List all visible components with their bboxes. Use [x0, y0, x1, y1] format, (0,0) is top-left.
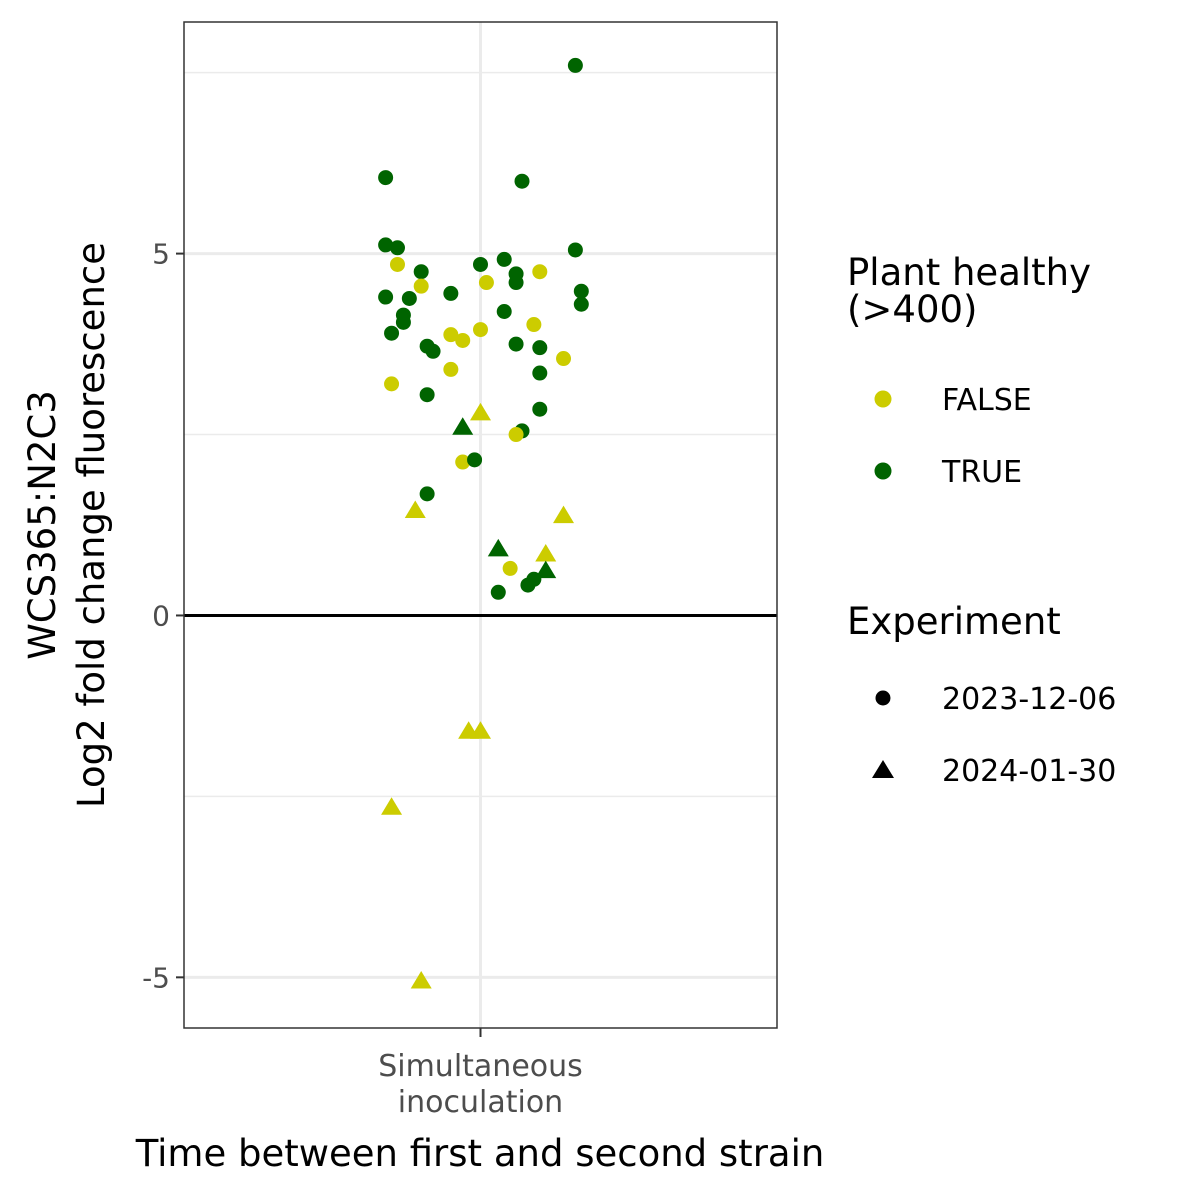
data-point-circle — [502, 560, 518, 576]
data-point-circle — [526, 317, 542, 333]
data-point-triangle — [535, 543, 557, 562]
data-point-circle — [413, 278, 429, 294]
data-point-triangle — [487, 538, 509, 557]
legend-label: FALSE — [942, 383, 1032, 418]
data-point-circle — [378, 237, 394, 253]
y-axis-title-line: WCS365:N2C3 — [21, 390, 64, 660]
data-point-circle — [425, 343, 441, 359]
data-point-circle — [520, 577, 536, 593]
legend-key-color — [874, 462, 892, 480]
data-point-circle — [378, 170, 394, 186]
legend-label: 2024-01-30 — [942, 754, 1116, 789]
legend-title-line: Plant healthy — [847, 251, 1091, 294]
data-points — [378, 57, 589, 989]
data-point-circle — [384, 325, 400, 341]
data-point-triangle — [381, 797, 403, 815]
data-point-circle — [389, 256, 405, 272]
data-point-circle — [473, 256, 488, 272]
data-point-circle — [473, 322, 488, 338]
data-point-circle — [573, 296, 589, 312]
y-tick-label: 5 — [152, 238, 170, 271]
data-point-circle — [532, 340, 548, 356]
data-point-triangle — [404, 500, 426, 519]
x-tick-label: Simultaneous — [378, 1049, 583, 1084]
data-point-circle — [567, 57, 583, 73]
gridlines — [184, 22, 777, 1028]
data-point-circle — [443, 327, 459, 343]
data-point-triangle — [410, 970, 432, 989]
legend-title-line: Experiment — [847, 600, 1061, 643]
data-point-circle — [389, 240, 405, 256]
x-tick-label: inoculation — [398, 1085, 563, 1120]
data-point-circle — [508, 427, 524, 443]
y-axis-title-line: Log2 fold change fluorescence — [70, 242, 113, 808]
legend-key-circle — [875, 690, 891, 706]
data-point-circle — [467, 452, 483, 468]
data-point-circle — [490, 584, 506, 600]
y-tick-label: 0 — [152, 599, 170, 632]
legend-label: TRUE — [941, 455, 1022, 490]
data-point-circle — [514, 173, 530, 189]
data-point-circle — [508, 336, 524, 352]
data-point-circle — [395, 314, 411, 330]
x-axis-title: Time between first and second strain — [135, 1132, 825, 1175]
data-point-circle — [556, 351, 572, 367]
legend-key-triangle — [872, 760, 894, 778]
data-point-triangle — [470, 402, 491, 421]
legend-key-color — [874, 390, 892, 408]
data-point-circle — [573, 283, 589, 299]
data-point-circle — [567, 242, 583, 258]
data-point-circle — [378, 289, 394, 305]
data-point-circle — [532, 365, 548, 381]
data-point-circle — [532, 401, 548, 417]
data-point-triangle — [553, 505, 575, 524]
data-point-circle — [401, 290, 417, 306]
data-point-triangle — [470, 721, 491, 739]
data-point-triangle — [452, 417, 474, 435]
data-point-circle — [419, 486, 435, 502]
data-point-circle — [496, 251, 512, 267]
data-point-circle — [455, 332, 471, 348]
data-point-circle — [413, 264, 429, 280]
data-point-circle — [496, 303, 512, 319]
data-point-circle — [478, 275, 494, 291]
legend-title-line: (>400) — [847, 288, 978, 331]
data-point-triangle — [535, 560, 557, 579]
data-point-circle — [384, 376, 400, 392]
data-point-circle — [443, 285, 459, 301]
data-point-circle — [508, 275, 524, 291]
legend: Plant healthy(>400) FALSE TRUE Experiment 20… — [847, 251, 1116, 789]
data-point-circle — [532, 264, 548, 280]
data-point-circle — [443, 361, 459, 377]
data-point-circle — [455, 454, 471, 470]
legend-label: 2023-12-06 — [942, 682, 1116, 717]
data-point-circle — [419, 387, 435, 403]
y-tick-label: -5 — [142, 961, 170, 994]
